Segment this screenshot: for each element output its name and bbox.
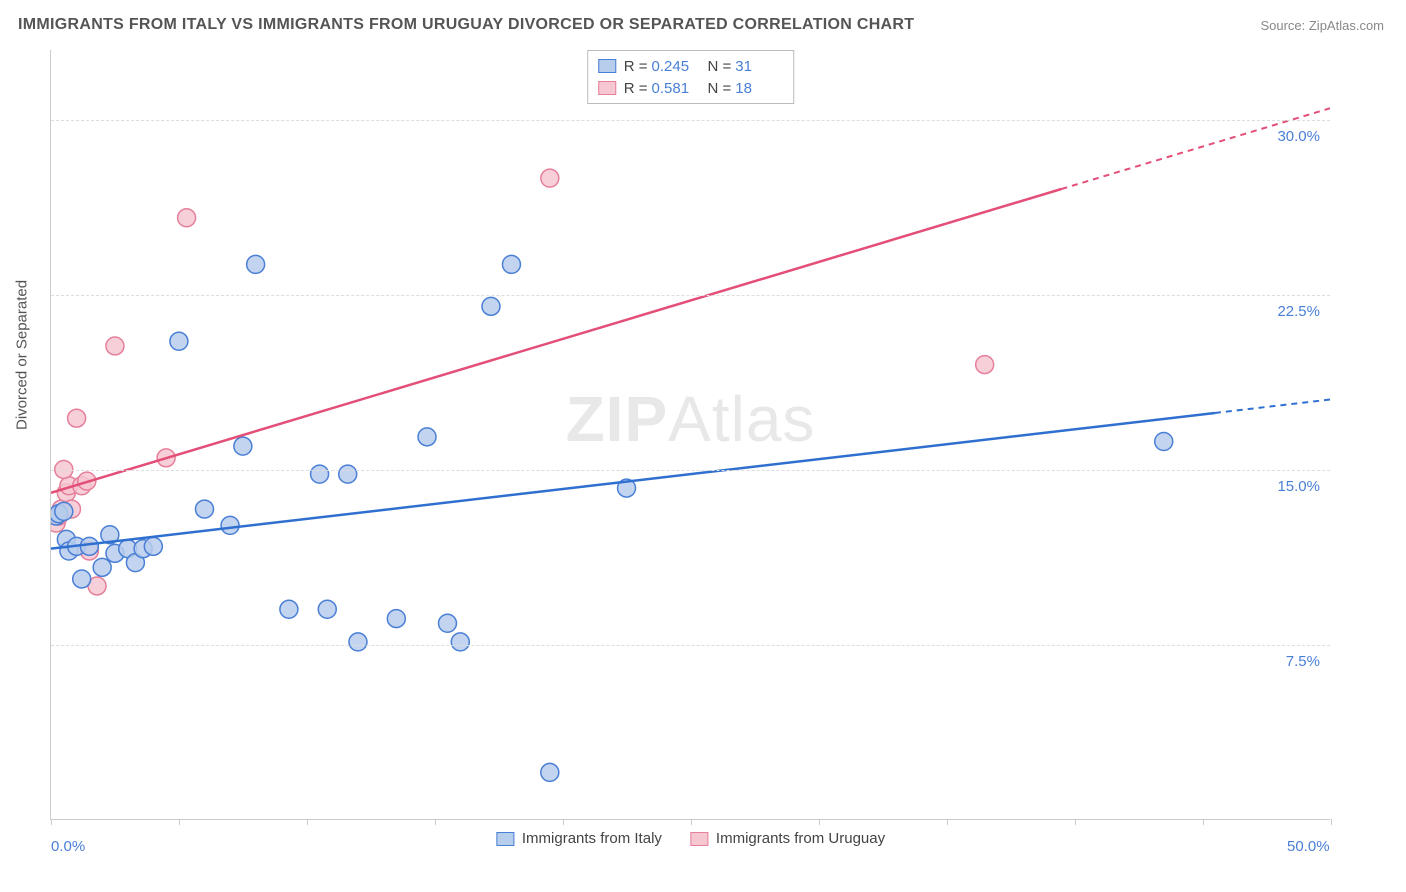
regression-line-dashed bbox=[1215, 400, 1330, 413]
x-tick-label: 0.0% bbox=[51, 838, 85, 855]
data-point bbox=[541, 763, 559, 781]
data-point bbox=[170, 332, 188, 350]
regression-line bbox=[51, 189, 1061, 493]
chart-svg bbox=[51, 50, 1330, 819]
gridline bbox=[51, 645, 1330, 646]
data-point bbox=[541, 169, 559, 187]
x-tick bbox=[1075, 819, 1076, 825]
r-stat-italy: R = 0.245 bbox=[624, 58, 700, 75]
data-point bbox=[106, 337, 124, 355]
swatch-italy-icon bbox=[496, 832, 514, 846]
gridline bbox=[51, 120, 1330, 121]
source-label: Source: ZipAtlas.com bbox=[1260, 18, 1384, 33]
data-point bbox=[73, 570, 91, 588]
x-tick bbox=[435, 819, 436, 825]
data-point bbox=[55, 502, 73, 520]
y-axis-title: Divorced or Separated bbox=[14, 280, 31, 430]
gridline bbox=[51, 295, 1330, 296]
legend-item-uruguay: Immigrants from Uruguay bbox=[690, 830, 885, 847]
legend-label-italy: Immigrants from Italy bbox=[522, 830, 662, 847]
plot-area: ZIPAtlas R = 0.245 N = 31 R = 0.581 bbox=[50, 50, 1330, 820]
data-point bbox=[502, 255, 520, 273]
x-tick bbox=[691, 819, 692, 825]
x-tick bbox=[819, 819, 820, 825]
data-point bbox=[438, 614, 456, 632]
stats-row-uruguay: R = 0.581 N = 18 bbox=[598, 77, 784, 99]
data-point bbox=[144, 537, 162, 555]
data-point bbox=[339, 465, 357, 483]
data-point bbox=[451, 633, 469, 651]
gridline bbox=[51, 470, 1330, 471]
data-point bbox=[80, 537, 98, 555]
stats-legend: R = 0.245 N = 31 R = 0.581 N = 18 bbox=[587, 50, 795, 104]
legend-label-uruguay: Immigrants from Uruguay bbox=[716, 830, 885, 847]
data-point bbox=[418, 428, 436, 446]
data-point bbox=[976, 356, 994, 374]
chart-container: IMMIGRANTS FROM ITALY VS IMMIGRANTS FROM… bbox=[0, 0, 1406, 892]
data-point bbox=[280, 600, 298, 618]
data-point bbox=[178, 209, 196, 227]
y-tick-label: 15.0% bbox=[1277, 478, 1320, 495]
y-tick-label: 22.5% bbox=[1277, 303, 1320, 320]
data-point bbox=[311, 465, 329, 483]
y-tick-label: 7.5% bbox=[1286, 653, 1320, 670]
swatch-uruguay bbox=[598, 81, 616, 95]
data-point bbox=[482, 297, 500, 315]
x-tick bbox=[307, 819, 308, 825]
x-tick bbox=[563, 819, 564, 825]
data-point bbox=[68, 409, 86, 427]
x-tick bbox=[179, 819, 180, 825]
x-tick bbox=[947, 819, 948, 825]
data-point bbox=[234, 437, 252, 455]
data-point bbox=[247, 255, 265, 273]
regression-line bbox=[51, 413, 1215, 549]
x-tick-label: 50.0% bbox=[1287, 838, 1330, 855]
x-tick bbox=[1203, 819, 1204, 825]
legend-item-italy: Immigrants from Italy bbox=[496, 830, 662, 847]
stats-row-italy: R = 0.245 N = 31 bbox=[598, 55, 784, 77]
swatch-uruguay-icon bbox=[690, 832, 708, 846]
y-tick-label: 30.0% bbox=[1277, 128, 1320, 145]
data-point bbox=[1155, 433, 1173, 451]
data-point bbox=[93, 558, 111, 576]
r-stat-uruguay: R = 0.581 bbox=[624, 80, 700, 97]
data-point bbox=[349, 633, 367, 651]
series-legend: Immigrants from Italy Immigrants from Ur… bbox=[496, 830, 885, 847]
chart-title: IMMIGRANTS FROM ITALY VS IMMIGRANTS FROM… bbox=[18, 16, 914, 34]
x-tick bbox=[1331, 819, 1332, 825]
n-stat-uruguay: N = 18 bbox=[708, 80, 784, 97]
data-point bbox=[195, 500, 213, 518]
n-stat-italy: N = 31 bbox=[708, 58, 784, 75]
swatch-italy bbox=[598, 59, 616, 73]
x-tick bbox=[51, 819, 52, 825]
data-point bbox=[318, 600, 336, 618]
data-point bbox=[387, 610, 405, 628]
data-point bbox=[221, 516, 239, 534]
